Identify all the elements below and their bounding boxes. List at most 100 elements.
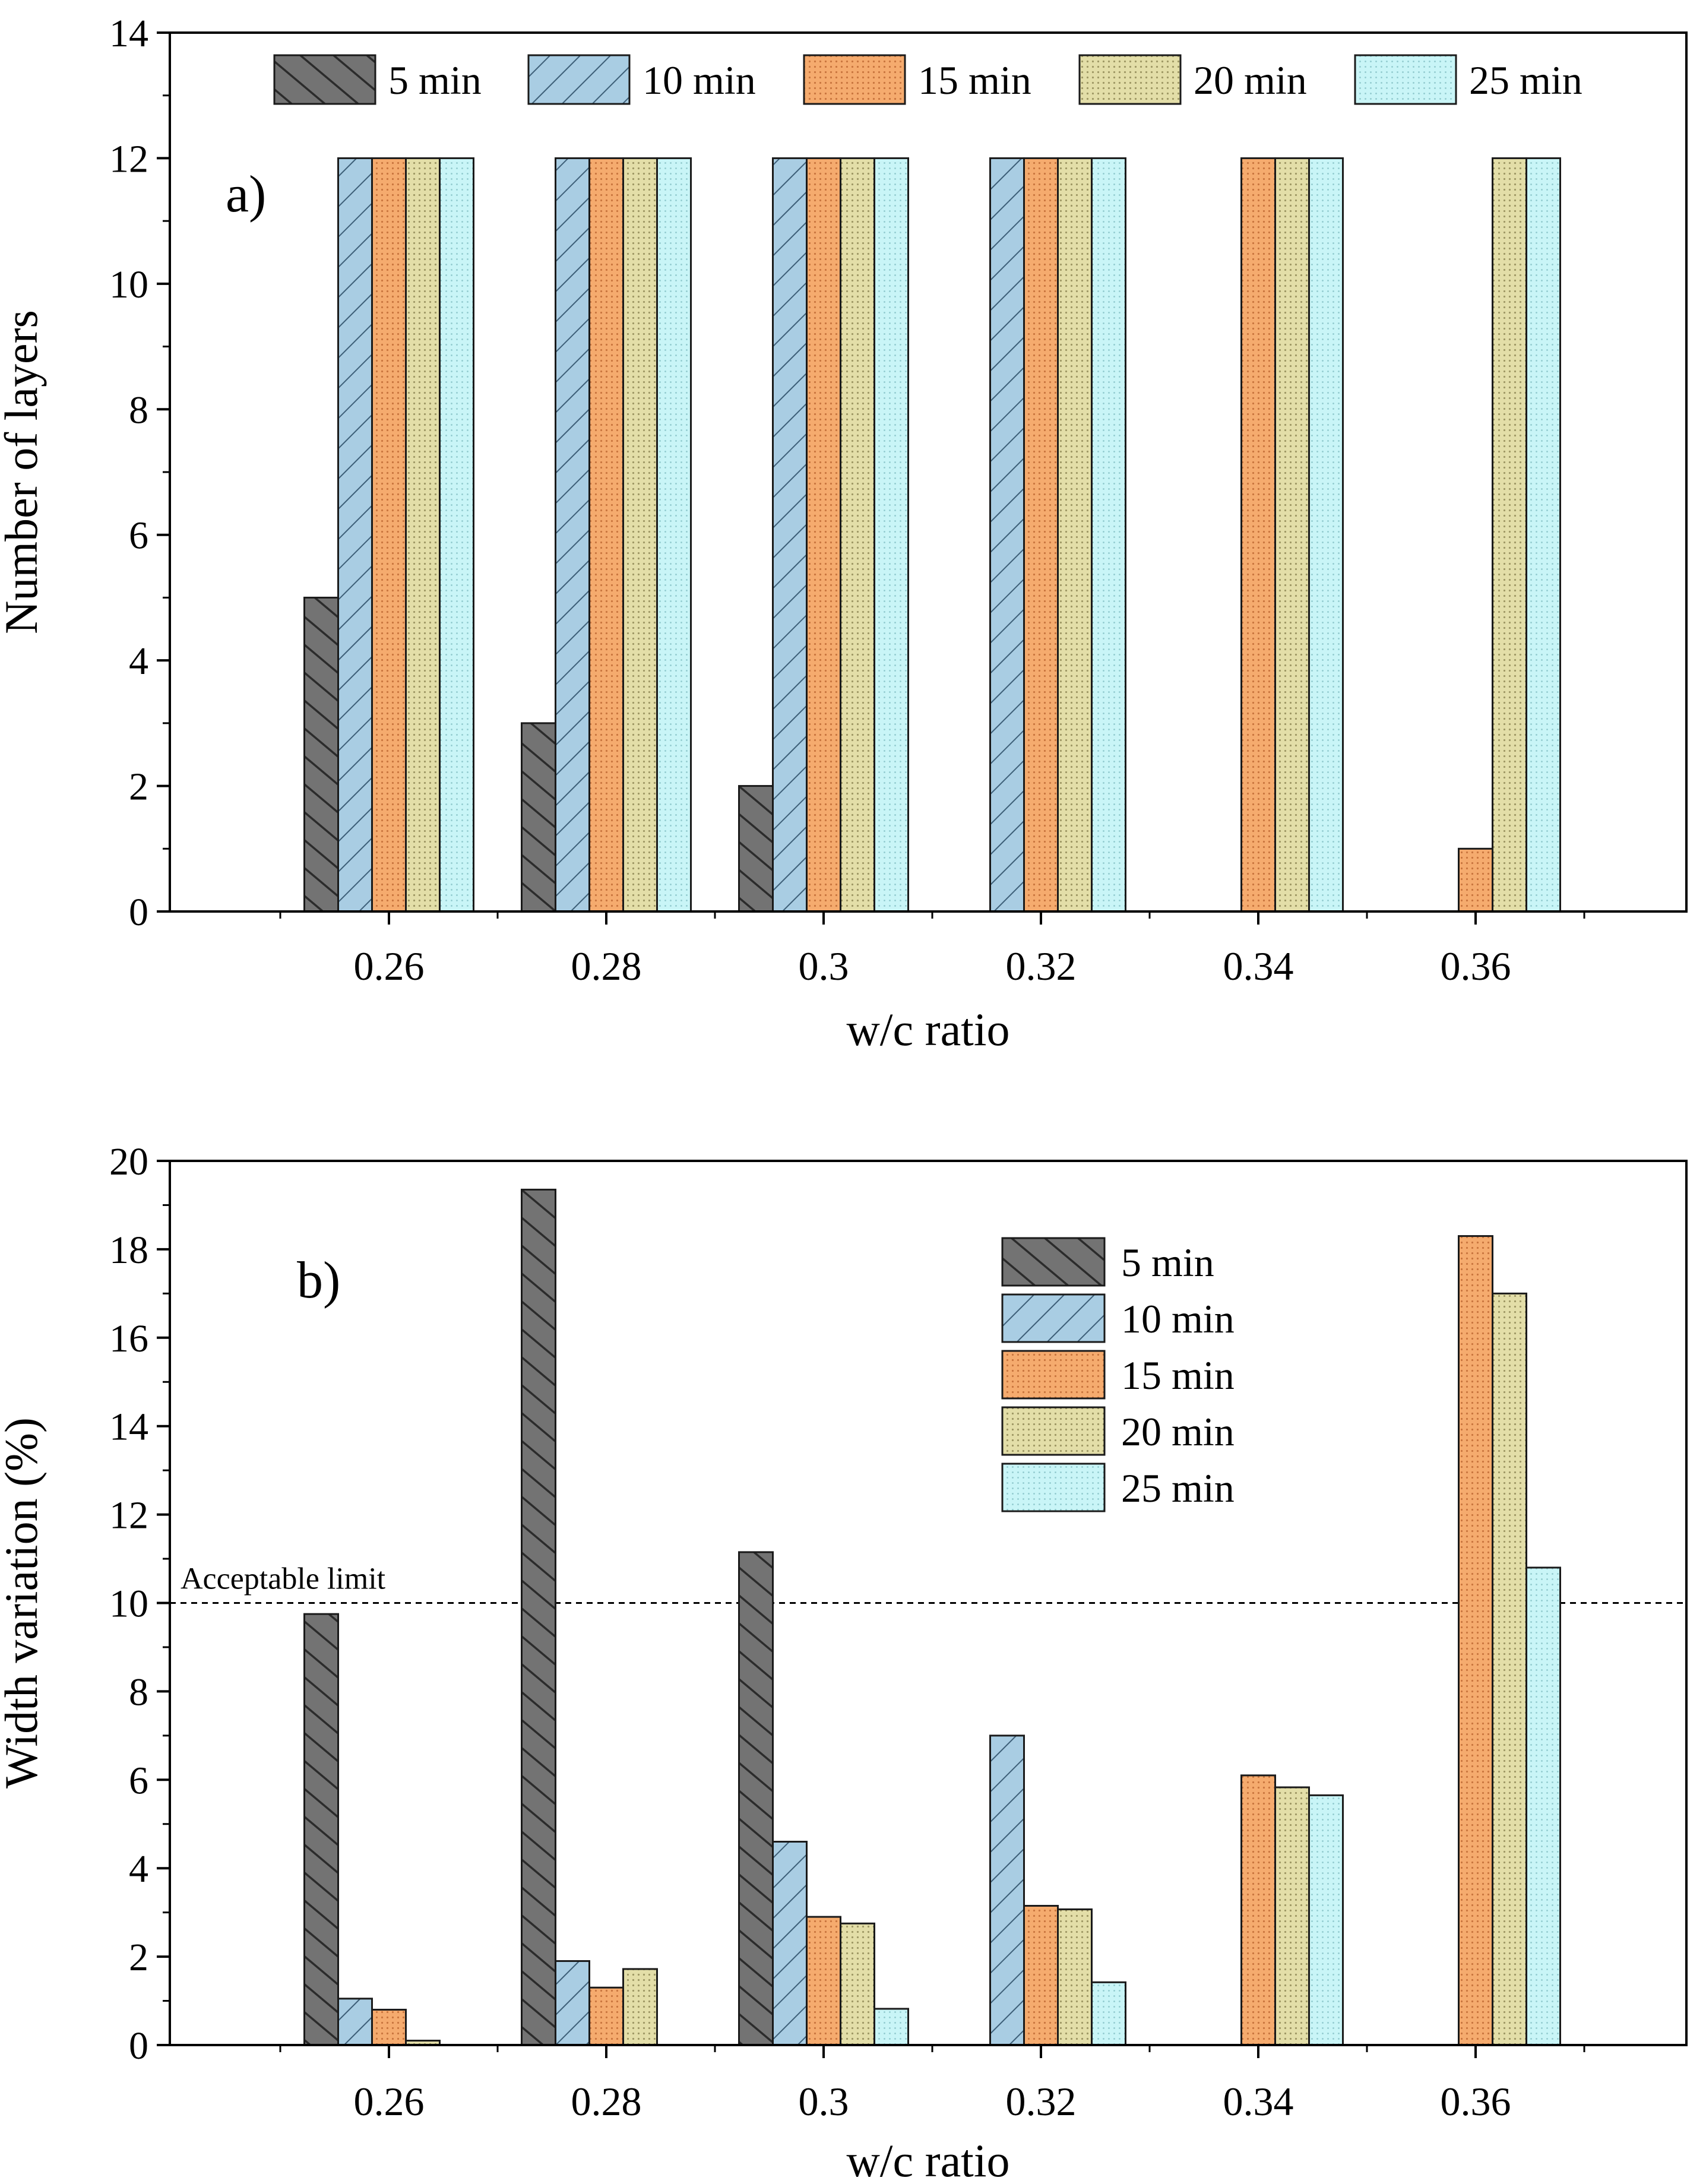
x-tick-label: 0.32 bbox=[1006, 944, 1077, 989]
x-tick-label: 0.26 bbox=[354, 944, 425, 989]
bar-10-min-0.3 bbox=[772, 157, 808, 913]
legend-swatch bbox=[1001, 1350, 1106, 1400]
bar-15-min-0.28 bbox=[588, 157, 624, 913]
bar-15-min-0.36 bbox=[1458, 1235, 1493, 2046]
bar-25-min-0.36 bbox=[1525, 1566, 1561, 2046]
reference-line-label: Acceptable limit bbox=[181, 1562, 386, 1596]
bar-15-min-0.32 bbox=[1023, 1904, 1059, 2046]
y-tick-label: 4 bbox=[129, 640, 148, 683]
bar-15-min-0.34 bbox=[1240, 157, 1276, 913]
y-tick-label: 14 bbox=[109, 12, 148, 55]
legend-label: 10 min bbox=[1121, 1296, 1235, 1341]
bar-10-min-0.28 bbox=[555, 157, 590, 913]
y-tick-label: 10 bbox=[109, 1582, 148, 1626]
legend-label: 5 min bbox=[388, 58, 482, 103]
bar-15-min-0.26 bbox=[371, 157, 407, 913]
x-tick-label: 0.36 bbox=[1441, 944, 1511, 989]
bar-10-min-0.32 bbox=[989, 157, 1025, 913]
legend-swatch bbox=[273, 54, 376, 105]
bar-25-min-0.32 bbox=[1091, 1981, 1126, 2046]
bar-10-min-0.28 bbox=[555, 1960, 590, 2046]
bar-20-min-0.34 bbox=[1274, 1786, 1310, 2046]
legend-label: 15 min bbox=[918, 58, 1031, 103]
x-tick-label: 0.34 bbox=[1223, 944, 1294, 989]
y-tick-label: 14 bbox=[109, 1406, 148, 1449]
y-tick-label: 12 bbox=[109, 137, 148, 181]
y-tick-label: 8 bbox=[129, 1670, 148, 1714]
legend-label: 10 min bbox=[642, 58, 756, 103]
x-tick-label: 0.32 bbox=[1006, 2079, 1077, 2124]
bar-25-min-0.28 bbox=[656, 157, 692, 913]
legend-label: 20 min bbox=[1194, 58, 1307, 103]
legend-swatch bbox=[1078, 54, 1182, 105]
bar-5-min-0.3 bbox=[738, 1551, 774, 2046]
x-tick-label: 0.36 bbox=[1441, 2079, 1511, 2124]
legend-label: 25 min bbox=[1121, 1466, 1235, 1511]
legend-swatch bbox=[1001, 1406, 1106, 1456]
x-tick-label: 0.28 bbox=[571, 944, 642, 989]
y-tick-label: 6 bbox=[129, 1759, 148, 1802]
bar-5-min-0.26 bbox=[303, 596, 339, 913]
y-tick-label: 2 bbox=[129, 1936, 148, 1979]
bar-15-min-0.3 bbox=[806, 157, 841, 913]
bar-25-min-0.26 bbox=[439, 157, 474, 913]
bar-10-min-0.3 bbox=[772, 1841, 808, 2046]
x-tick-label: 0.3 bbox=[799, 944, 849, 989]
y-tick-label: 8 bbox=[129, 388, 148, 432]
y-tick-label: 10 bbox=[109, 263, 148, 306]
bar-15-min-0.28 bbox=[588, 1986, 624, 2046]
panel-label: a) bbox=[226, 166, 266, 223]
legend-swatch bbox=[1001, 1237, 1106, 1287]
bar-20-min-0.32 bbox=[1057, 1908, 1093, 2046]
bar-20-min-0.36 bbox=[1492, 157, 1527, 913]
bar-15-min-0.36 bbox=[1458, 847, 1493, 913]
bar-20-min-0.34 bbox=[1274, 157, 1310, 913]
y-tick-label: 6 bbox=[129, 514, 148, 558]
legend-swatch bbox=[527, 54, 631, 105]
bar-15-min-0.3 bbox=[806, 1916, 841, 2046]
bar-20-min-0.28 bbox=[622, 157, 658, 913]
y-tick-label: 0 bbox=[129, 891, 148, 934]
legend-label: 20 min bbox=[1121, 1409, 1235, 1454]
y-tick-label: 18 bbox=[109, 1229, 148, 1272]
bar-20-min-0.36 bbox=[1492, 1292, 1527, 2046]
bar-25-min-0.34 bbox=[1308, 1794, 1344, 2046]
y-axis-label: Number of layers bbox=[0, 310, 47, 634]
chart-panel-a: 0 2 4 6 8 10 12 14 0.26 0.28 0.3 0.32 0.34 0.36 5 min 1… bbox=[0, 12, 1688, 1055]
bar-10-min-0.26 bbox=[337, 1998, 373, 2046]
legend-swatch bbox=[1001, 1463, 1106, 1512]
bar-20-min-0.3 bbox=[840, 1922, 875, 2046]
x-axis-label: w/c ratio bbox=[846, 2135, 1009, 2181]
bar-25-min-0.3 bbox=[873, 157, 909, 913]
bar-20-min-0.32 bbox=[1057, 157, 1093, 913]
y-tick-label: 16 bbox=[109, 1317, 148, 1360]
bar-5-min-0.28 bbox=[521, 722, 556, 913]
legend: 5 min 10 min 15 min 20 min 25 min bbox=[273, 54, 1582, 105]
x-tick-label: 0.34 bbox=[1223, 2079, 1294, 2124]
bar-5-min-0.26 bbox=[303, 1613, 339, 2046]
legend-label: 5 min bbox=[1121, 1240, 1214, 1285]
legend-swatch bbox=[1354, 54, 1457, 105]
x-axis-label: w/c ratio bbox=[846, 1004, 1009, 1055]
y-tick-label: 0 bbox=[129, 2024, 148, 2068]
bar-15-min-0.34 bbox=[1240, 1774, 1276, 2046]
y-axis-label: Width variation (%) bbox=[0, 1417, 47, 1789]
x-tick-label: 0.26 bbox=[354, 2079, 425, 2124]
legend-label: 15 min bbox=[1121, 1353, 1235, 1398]
y-tick-label: 4 bbox=[129, 1847, 148, 1891]
bar-15-min-0.26 bbox=[371, 2008, 407, 2046]
legend-swatch bbox=[1001, 1293, 1106, 1343]
x-tick-label: 0.3 bbox=[799, 2079, 849, 2124]
x-tick-label: 0.28 bbox=[571, 2079, 642, 2124]
bar-20-min-0.3 bbox=[840, 157, 875, 913]
bar-20-min-0.26 bbox=[405, 157, 441, 913]
bar-5-min-0.3 bbox=[738, 785, 774, 913]
legend: 5 min 10 min 15 min 20 min 25 min bbox=[1001, 1237, 1235, 1512]
bar-10-min-0.32 bbox=[989, 1734, 1025, 2046]
legend-label: 25 min bbox=[1469, 58, 1582, 103]
chart-panel-b: 0 2 4 6 8 10 12 14 16 18 20 0.26 0.28 0.3 0.32 0.34 0.36… bbox=[0, 1140, 1688, 2184]
bar-25-min-0.34 bbox=[1308, 157, 1344, 913]
legend-swatch bbox=[803, 54, 906, 105]
bar-15-min-0.32 bbox=[1023, 157, 1059, 913]
